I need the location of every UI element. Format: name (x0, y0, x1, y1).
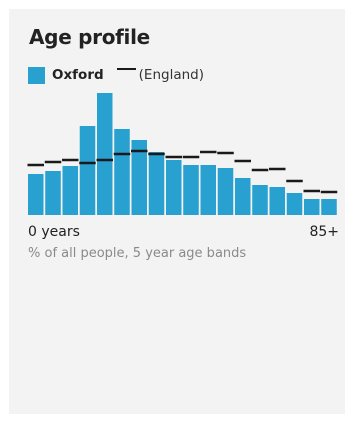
bar-65-69 (252, 185, 268, 215)
bar-60-64 (235, 178, 251, 215)
chart-caption: % of all people, 5 year age bands (28, 246, 246, 261)
x-axis-min-label: 0 years (28, 224, 80, 240)
bar-55-59 (218, 168, 234, 215)
bar-35-39 (149, 152, 165, 215)
x-axis-max-label: 85+ (309, 224, 339, 240)
bar-20-24 (97, 93, 113, 215)
bar-50-54 (201, 165, 217, 215)
bar-25-29 (114, 129, 130, 215)
bar-70-74 (270, 187, 286, 215)
bar-5-9 (45, 171, 61, 215)
bar-40-44 (166, 160, 182, 215)
bar-10-14 (63, 166, 79, 215)
bar-0-4 (28, 174, 44, 215)
bar-15-19 (80, 126, 96, 215)
bar-45-49 (183, 165, 199, 215)
bar-80-84 (304, 199, 320, 215)
age-bar-chart (9, 9, 345, 229)
age-profile-card: Age profile Oxford (England) 0 years 85+… (9, 9, 345, 414)
bar-75-79 (287, 193, 303, 215)
bar-85+ (321, 199, 337, 215)
oxford-bars (28, 93, 337, 215)
